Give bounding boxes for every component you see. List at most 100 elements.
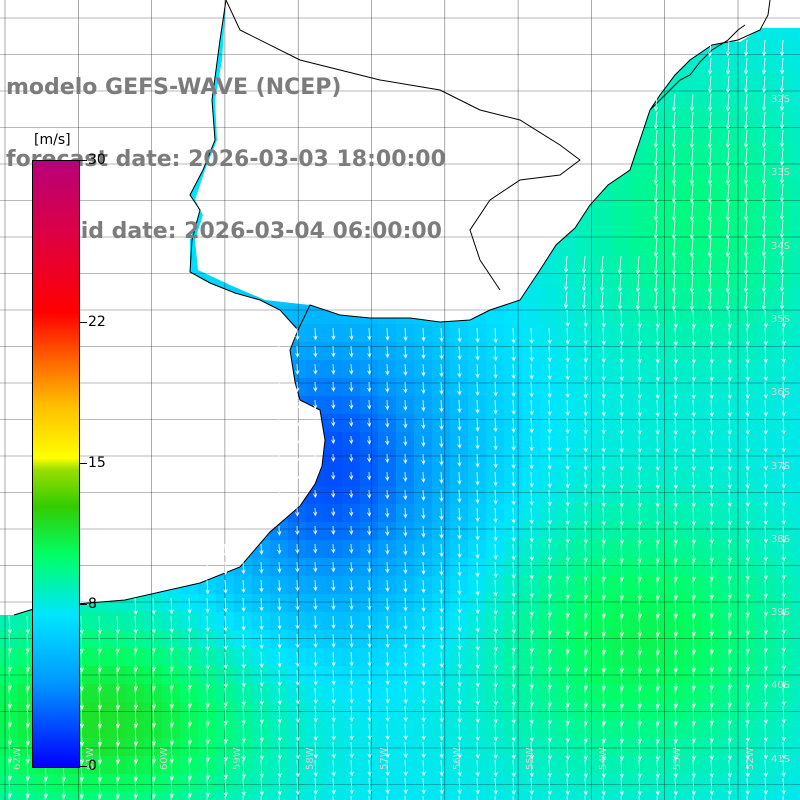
wind-arrow [421,453,426,465]
speed-cell [684,180,703,199]
speed-cell [594,234,613,253]
longitude-label: 56W [451,747,463,770]
wind-arrow [313,399,318,410]
wind-arrow [367,741,372,759]
wind-arrow [763,489,768,508]
wind-arrow [457,345,462,361]
wind-arrow [745,705,750,725]
wind-arrow [709,345,714,365]
wind-arrow [655,615,660,637]
wind-arrow [725,219,730,240]
wind-arrow [601,435,606,453]
wind-arrow [439,489,444,503]
wind-arrow [691,381,696,400]
wind-arrow [619,525,624,545]
wind-arrow [619,633,624,656]
wind-arrow [421,525,426,538]
wind-arrow [655,597,660,619]
speed-cell [792,450,800,469]
speed-cell [756,288,775,307]
wind-arrow [673,759,678,779]
wind-arrow [691,651,696,673]
wind-arrow [781,777,786,795]
speed-cell [684,126,703,145]
wind-arrow [761,111,767,130]
wind-arrow [727,759,732,778]
wind-arrow [619,399,624,417]
wind-arrow [707,75,713,94]
wind-arrow [709,525,714,545]
wind-arrow [547,705,552,726]
wind-arrow [457,651,462,669]
wind-arrow [439,525,444,539]
wind-arrow [583,399,588,417]
speed-cell [792,612,800,631]
wind-arrow [385,435,390,446]
speed-cell [414,792,433,800]
wind-arrow [565,759,570,779]
wind-arrow [655,363,660,382]
speed-cell [666,144,685,163]
wind-arrow [725,255,730,276]
wind-arrow [331,525,336,535]
wind-arrow [134,795,136,800]
wind-arrow [565,705,570,726]
speed-cell [576,270,595,289]
wind-arrow [581,273,587,292]
wind-arrow [763,561,768,581]
speed-cell [792,126,800,145]
wind-arrow [349,633,354,649]
wind-arrow [259,669,264,688]
wind-arrow [367,399,372,410]
wind-arrow [637,597,642,619]
wind-arrow [493,399,498,415]
speed-cell [756,270,775,289]
wind-arrow [331,705,336,723]
wind-arrow [781,615,786,635]
wind-arrow [385,525,390,537]
wind-arrow [493,381,498,397]
wind-arrow [277,597,282,612]
wind-arrow [565,489,570,508]
speed-cell [666,162,685,181]
longitude-label: 59W [231,747,243,770]
latitude-label: 34S [771,240,791,252]
wind-arrow [655,543,660,564]
wind-arrow [761,291,766,311]
speed-cell [684,198,703,217]
wind-arrow [313,471,318,480]
wind-arrow [655,579,660,601]
wind-arrow [133,669,138,691]
wind-arrow [457,435,462,449]
wind-arrow [493,651,498,670]
wind-arrow [637,435,642,454]
wind-arrow [403,579,408,593]
wind-arrow [583,687,588,709]
wind-arrow [367,345,372,358]
wind-arrow [779,57,785,75]
wind-arrow [313,435,318,445]
wind-arrow [655,417,660,436]
speed-cell [792,54,800,73]
wind-arrow [385,741,390,759]
speed-cell [702,126,721,145]
latitude-label: 33S [771,167,791,179]
wind-arrow [475,417,480,432]
wind-arrow [655,561,660,582]
wind-arrow [367,669,372,686]
wind-arrow [653,255,658,275]
wind-arrow [763,435,768,453]
wind-arrow [25,615,30,635]
speed-cell [288,792,307,800]
wind-arrow [601,363,606,382]
wind-arrow [763,615,768,635]
wind-arrow [583,723,588,744]
wind-arrow [673,381,678,400]
wind-arrow [619,777,624,796]
speed-cell [630,162,649,181]
wind-arrow [313,345,318,358]
wind-arrow [745,651,750,672]
wind-arrow [331,615,336,630]
wind-arrow [187,723,192,745]
wind-arrow [7,615,12,635]
